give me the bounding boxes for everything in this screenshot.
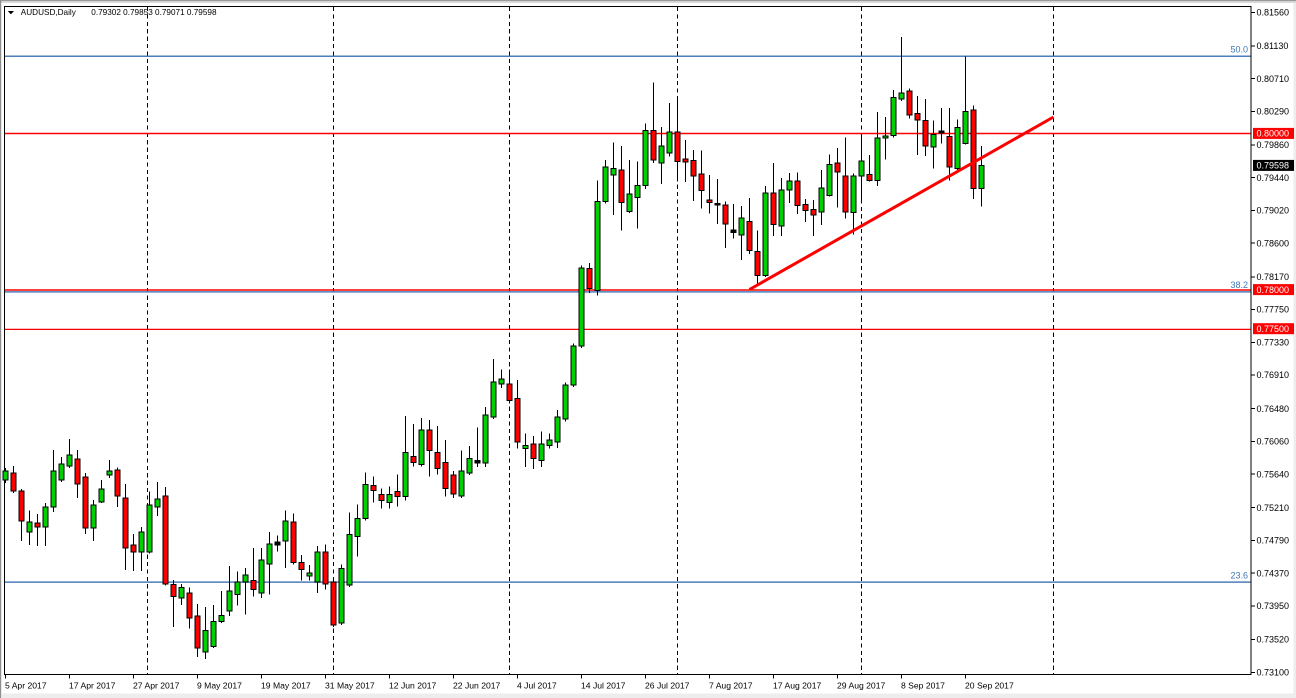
svg-text:0.79860: 0.79860 — [1257, 140, 1290, 150]
svg-text:0.80290: 0.80290 — [1257, 107, 1290, 117]
svg-text:0.76060: 0.76060 — [1257, 437, 1290, 447]
svg-text:0.79020: 0.79020 — [1257, 206, 1290, 216]
svg-text:0.81560: 0.81560 — [1257, 8, 1290, 18]
svg-text:0.81130: 0.81130 — [1257, 41, 1289, 51]
svg-text:17 Aug 2017: 17 Aug 2017 — [773, 681, 821, 691]
svg-text:0.78000: 0.78000 — [1257, 285, 1290, 295]
svg-text:0.79302 0.79853 0.79071 0.7959: 0.79302 0.79853 0.79071 0.79598 — [91, 8, 217, 17]
svg-text:4 Jul 2017: 4 Jul 2017 — [517, 681, 557, 691]
svg-text:23.6: 23.6 — [1230, 571, 1248, 581]
svg-text:22 Jun 2017: 22 Jun 2017 — [453, 681, 501, 691]
svg-text:19 May 2017: 19 May 2017 — [261, 681, 311, 691]
svg-text:0.80000: 0.80000 — [1257, 129, 1290, 139]
svg-text:12 Jun 2017: 12 Jun 2017 — [389, 681, 437, 691]
svg-text:31 May 2017: 31 May 2017 — [325, 681, 375, 691]
svg-text:0.75210: 0.75210 — [1257, 503, 1290, 513]
svg-text:7 Aug 2017: 7 Aug 2017 — [709, 681, 753, 691]
svg-text:29 Aug 2017: 29 Aug 2017 — [837, 681, 885, 691]
svg-text:0.73950: 0.73950 — [1257, 601, 1290, 611]
svg-text:0.77500: 0.77500 — [1257, 324, 1290, 334]
svg-text:0.77330: 0.77330 — [1257, 338, 1290, 348]
svg-text:8 Sep 2017: 8 Sep 2017 — [901, 681, 945, 691]
svg-text:0.76480: 0.76480 — [1257, 404, 1290, 414]
svg-text:38.2: 38.2 — [1230, 280, 1248, 290]
svg-text:0.78170: 0.78170 — [1257, 272, 1290, 282]
svg-text:9 May 2017: 9 May 2017 — [197, 681, 242, 691]
svg-text:0.79598: 0.79598 — [1257, 161, 1290, 171]
svg-text:0.75640: 0.75640 — [1257, 469, 1290, 479]
svg-text:0.74370: 0.74370 — [1257, 568, 1290, 578]
svg-text:27 Apr 2017: 27 Apr 2017 — [133, 681, 180, 691]
svg-text:0.77750: 0.77750 — [1257, 305, 1290, 315]
svg-text:14 Jul 2017: 14 Jul 2017 — [581, 681, 626, 691]
svg-text:17 Apr 2017: 17 Apr 2017 — [69, 681, 116, 691]
svg-text:0.79440: 0.79440 — [1257, 173, 1290, 183]
svg-text:20 Sep 2017: 20 Sep 2017 — [965, 681, 1014, 691]
svg-text:0.76910: 0.76910 — [1257, 370, 1290, 380]
svg-text:0.80710: 0.80710 — [1257, 74, 1290, 84]
svg-text:50.0: 50.0 — [1230, 45, 1248, 55]
svg-text:0.78600: 0.78600 — [1257, 238, 1290, 248]
svg-text:0.74790: 0.74790 — [1257, 536, 1290, 546]
svg-text:AUDUSD,Daily: AUDUSD,Daily — [21, 8, 77, 17]
svg-text:0.73100: 0.73100 — [1257, 668, 1290, 678]
svg-text:0.73520: 0.73520 — [1257, 635, 1290, 645]
svg-text:5 Apr 2017: 5 Apr 2017 — [5, 681, 47, 691]
svg-text:26 Jul 2017: 26 Jul 2017 — [645, 681, 690, 691]
